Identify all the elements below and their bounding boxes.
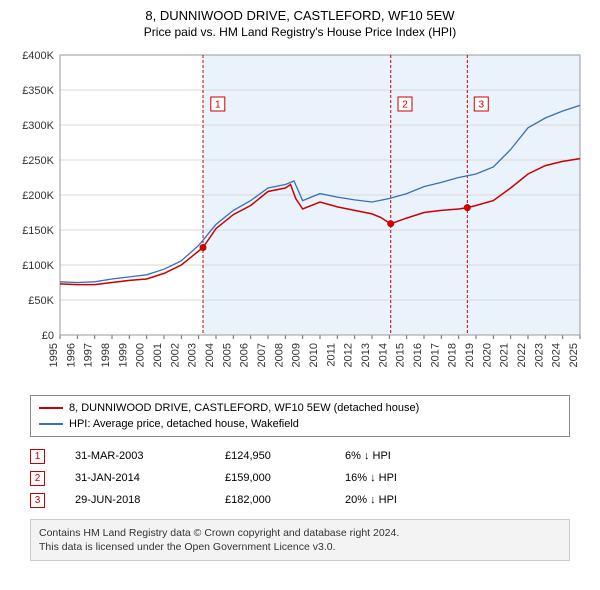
svg-text:£300K: £300K xyxy=(22,120,54,132)
svg-text:2014: 2014 xyxy=(377,343,389,367)
svg-text:2004: 2004 xyxy=(204,343,216,367)
svg-text:1996: 1996 xyxy=(65,343,77,367)
svg-text:2020: 2020 xyxy=(481,343,493,367)
svg-text:2011: 2011 xyxy=(325,343,337,367)
svg-text:£0: £0 xyxy=(42,330,54,342)
legend-item: 8, DUNNIWOOD DRIVE, CASTLEFORD, WF10 5EW… xyxy=(39,400,561,416)
marker-number-box: 2 xyxy=(30,471,45,486)
svg-text:£400K: £400K xyxy=(22,50,54,62)
svg-text:2008: 2008 xyxy=(273,343,285,367)
legend-swatch xyxy=(39,423,63,425)
svg-text:1995: 1995 xyxy=(48,343,60,367)
svg-text:1: 1 xyxy=(215,100,221,111)
marker-price: £159,000 xyxy=(225,472,315,484)
svg-text:£100K: £100K xyxy=(22,260,54,272)
legend-item: HPI: Average price, detached house, Wake… xyxy=(39,416,561,432)
page-title: 8, DUNNIWOOD DRIVE, CASTLEFORD, WF10 5EW xyxy=(12,8,588,23)
svg-text:2025: 2025 xyxy=(568,343,580,367)
svg-text:2013: 2013 xyxy=(360,343,372,367)
svg-text:1997: 1997 xyxy=(83,343,95,367)
marker-date: 31-JAN-2014 xyxy=(75,472,195,484)
marker-number-box: 3 xyxy=(30,493,45,508)
marker-hpi: 16% ↓ HPI xyxy=(345,472,445,484)
marker-row: 3 29-JUN-2018 £182,000 20% ↓ HPI xyxy=(30,489,570,511)
svg-text:2: 2 xyxy=(402,100,408,111)
legend-label: 8, DUNNIWOOD DRIVE, CASTLEFORD, WF10 5EW… xyxy=(69,402,419,414)
svg-text:2009: 2009 xyxy=(291,343,303,367)
svg-text:2006: 2006 xyxy=(239,343,251,367)
footer-line: This data is licensed under the Open Gov… xyxy=(39,540,561,554)
attribution-footer: Contains HM Land Registry data © Crown c… xyxy=(30,519,570,561)
svg-text:£150K: £150K xyxy=(22,225,54,237)
price-chart: £0 £50K £100K £150K £200K £250K £300K £350K £400… xyxy=(12,47,588,387)
svg-text:1999: 1999 xyxy=(117,343,129,367)
svg-text:2017: 2017 xyxy=(429,343,441,367)
svg-text:2010: 2010 xyxy=(308,343,320,367)
legend-label: HPI: Average price, detached house, Wake… xyxy=(69,418,299,430)
svg-text:2003: 2003 xyxy=(187,343,199,367)
svg-text:2016: 2016 xyxy=(412,343,424,367)
marker-hpi: 20% ↓ HPI xyxy=(345,494,445,506)
svg-text:£50K: £50K xyxy=(28,295,54,307)
marker-table: 1 31-MAR-2003 £124,950 6% ↓ HPI 2 31-JAN-2014… xyxy=(30,445,570,511)
marker-row: 1 31-MAR-2003 £124,950 6% ↓ HPI xyxy=(30,445,570,467)
legend-swatch xyxy=(39,407,63,409)
marker-date: 29-JUN-2018 xyxy=(75,494,195,506)
svg-text:£200K: £200K xyxy=(22,190,54,202)
svg-text:2005: 2005 xyxy=(221,343,233,367)
svg-text:2012: 2012 xyxy=(343,343,355,367)
footer-line: Contains HM Land Registry data © Crown c… xyxy=(39,526,561,540)
svg-text:2007: 2007 xyxy=(256,343,268,367)
marker-date: 31-MAR-2003 xyxy=(75,450,195,462)
svg-text:2019: 2019 xyxy=(464,343,476,367)
svg-text:2002: 2002 xyxy=(169,343,181,367)
marker-hpi: 6% ↓ HPI xyxy=(345,450,445,462)
marker-price: £182,000 xyxy=(225,494,315,506)
svg-text:£250K: £250K xyxy=(22,155,54,167)
marker-price: £124,950 xyxy=(225,450,315,462)
marker-row: 2 31-JAN-2014 £159,000 16% ↓ HPI xyxy=(30,467,570,489)
svg-text:2015: 2015 xyxy=(395,343,407,367)
chart-legend: 8, DUNNIWOOD DRIVE, CASTLEFORD, WF10 5EW… xyxy=(30,395,570,437)
svg-text:2021: 2021 xyxy=(499,343,511,367)
marker-number-box: 1 xyxy=(30,449,45,464)
svg-text:2023: 2023 xyxy=(533,343,545,367)
svg-text:2000: 2000 xyxy=(135,343,147,367)
svg-text:2024: 2024 xyxy=(551,343,563,367)
svg-text:2001: 2001 xyxy=(152,343,164,367)
svg-text:2018: 2018 xyxy=(447,343,459,367)
svg-text:1998: 1998 xyxy=(100,343,112,367)
svg-text:2022: 2022 xyxy=(516,343,528,367)
page-subtitle: Price paid vs. HM Land Registry's House … xyxy=(12,25,588,39)
svg-text:£350K: £350K xyxy=(22,85,54,97)
svg-text:3: 3 xyxy=(478,100,484,111)
